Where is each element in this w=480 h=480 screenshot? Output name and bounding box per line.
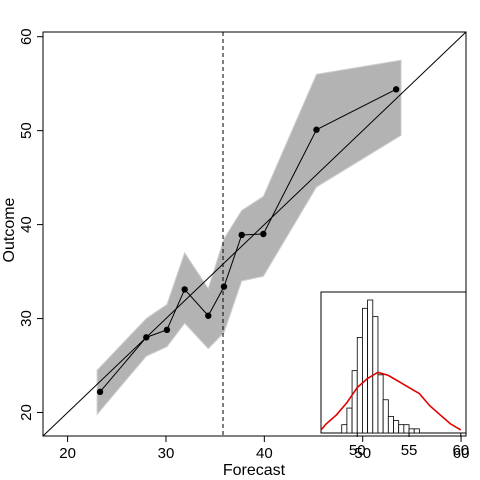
x-tick-label-3: 50 [354,445,371,462]
histogram-bar-15 [413,428,420,434]
series-line [99,88,397,393]
y-tick-label-2: 40 [18,216,35,233]
data-point-3 [181,286,188,293]
data-point-4 [205,312,212,319]
inset-x-tick-label-1: 55 [401,442,418,459]
x-tick-label-2: 40 [256,445,273,462]
inset-frame [320,291,467,434]
x-tick-label-0: 20 [59,445,76,462]
outcome-series [96,86,400,396]
y-tick-label-3: 50 [18,122,35,139]
inset-x-tick-label-0: 50 [349,442,366,459]
data-point-6 [238,231,245,239]
histogram-bar-3 [351,370,358,434]
inset-x-tick-label-2: 60 [452,442,469,459]
histogram-bar-14 [408,428,415,434]
data-point-1 [143,334,150,341]
histogram-bar-10 [387,415,394,434]
data-point-7 [260,230,267,238]
plot-frame [42,31,467,437]
histogram-bar-5 [362,307,369,434]
data-point-2 [163,326,171,334]
histogram-bar-11 [393,420,400,434]
histogram-bar-13 [403,424,410,434]
histogram-bar-9 [382,399,389,434]
y-tick-label-4: 60 [18,28,35,45]
plot-border [42,31,467,437]
forecast-band [96,59,402,416]
histogram-bar-8 [377,374,384,434]
x-axis-title: Forecast [223,462,286,479]
data-point-8 [313,126,320,133]
y-axis-title: Outcome [1,197,18,262]
forecast-envelope [96,59,402,416]
data-point-0 [96,388,104,396]
y-tick-label-1: 30 [18,310,35,327]
axis-ticks: 20 30 40 50 60 20 30 40 50 60 [18,28,469,462]
histogram-bar-12 [398,424,405,434]
x-tick-label-1: 30 [158,445,175,462]
data-point-9 [392,86,400,93]
histogram-bar-6 [367,299,374,434]
histogram-bar-2 [346,407,353,434]
data-point-5 [220,283,228,290]
histogram-bar-1 [341,424,348,434]
density-curve [320,371,462,431]
y-tick-label-0: 20 [18,404,35,421]
inset-histogram: 50 55 60 [320,291,469,459]
x-tick-label-4: 60 [453,445,470,462]
